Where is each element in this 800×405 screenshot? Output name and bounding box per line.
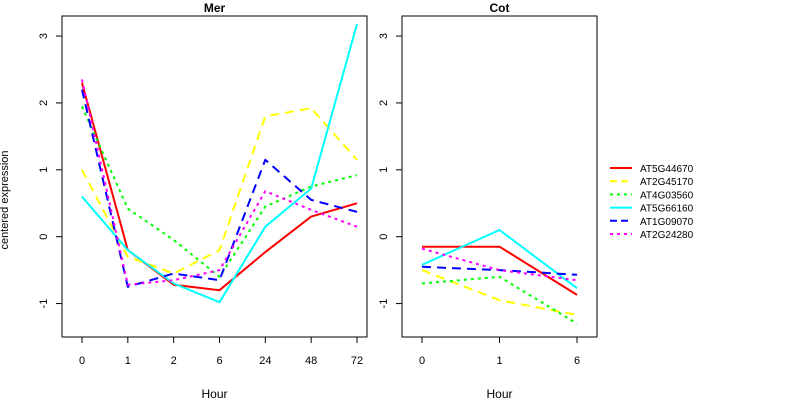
y-tick-label: 1 [378,167,390,173]
x-tick-label: 0 [79,355,85,367]
series-line-at2g24280 [81,79,358,286]
chart-panel-mer: Mer -1 0 1 2 3 0 1 2 6 24 48 72 Hour [38,1,368,401]
y-tick-label: -1 [378,299,390,309]
y-tick-label: 0 [378,234,390,240]
y-tick-label: 1 [38,167,50,173]
legend: AT5G44670 AT2G45170 AT4G03560 AT5G66160 AT1G… [610,164,694,241]
y-tick-label: 2 [378,100,390,106]
x-tick-label: 72 [351,355,363,367]
x-tick-label: 2 [171,355,177,367]
series-line-at5g66160 [421,229,578,289]
legend-label: AT1G09070 [640,217,694,228]
series-line-at5g44670 [422,245,578,296]
chart-panels: Mer -1 0 1 2 3 0 1 2 6 24 48 72 Hour Cot -1 0 1 2 3 0 1 6 Hour [38,1,598,401]
series-line-at4g03560 [81,105,358,278]
x-axis-label: Hour [201,387,227,400]
series-line-at1g09070 [421,265,578,276]
y-axis-label: centered expression [0,150,11,249]
y-tick-label: 3 [38,33,50,39]
chart-panel-cot: Cot -1 0 1 2 3 0 1 6 Hour [378,1,598,401]
series-line-at1g09070 [81,89,358,288]
y-tick-label: 0 [38,234,50,240]
x-tick-label: 48 [305,355,317,367]
series-line-at2g45170 [81,107,358,275]
chart-title: Mer [204,1,226,15]
x-axis-label: Hour [486,387,512,400]
y-tick-label: 3 [378,33,390,39]
y-tick-label: 2 [38,100,50,106]
x-tick-label: 1 [496,355,502,367]
series-line-at4g03560 [421,275,578,325]
x-tick-label: 6 [574,355,580,367]
chart-title: Cot [490,1,510,15]
series-line-at2g45170 [421,269,578,316]
x-tick-label: 24 [259,355,271,367]
series-line-at5g66160 [81,23,358,304]
legend-label: AT5G44670 [640,164,694,175]
y-tick-label: -1 [38,299,50,309]
plot-frame [61,15,368,338]
x-tick-label: 6 [216,355,222,367]
legend-label: AT5G66160 [640,204,694,215]
legend-label: AT2G24280 [640,230,694,241]
x-tick-label: 0 [419,355,425,367]
x-tick-label: 1 [125,355,131,367]
legend-label: AT4G03560 [640,190,694,201]
legend-label: AT2G45170 [640,177,694,188]
